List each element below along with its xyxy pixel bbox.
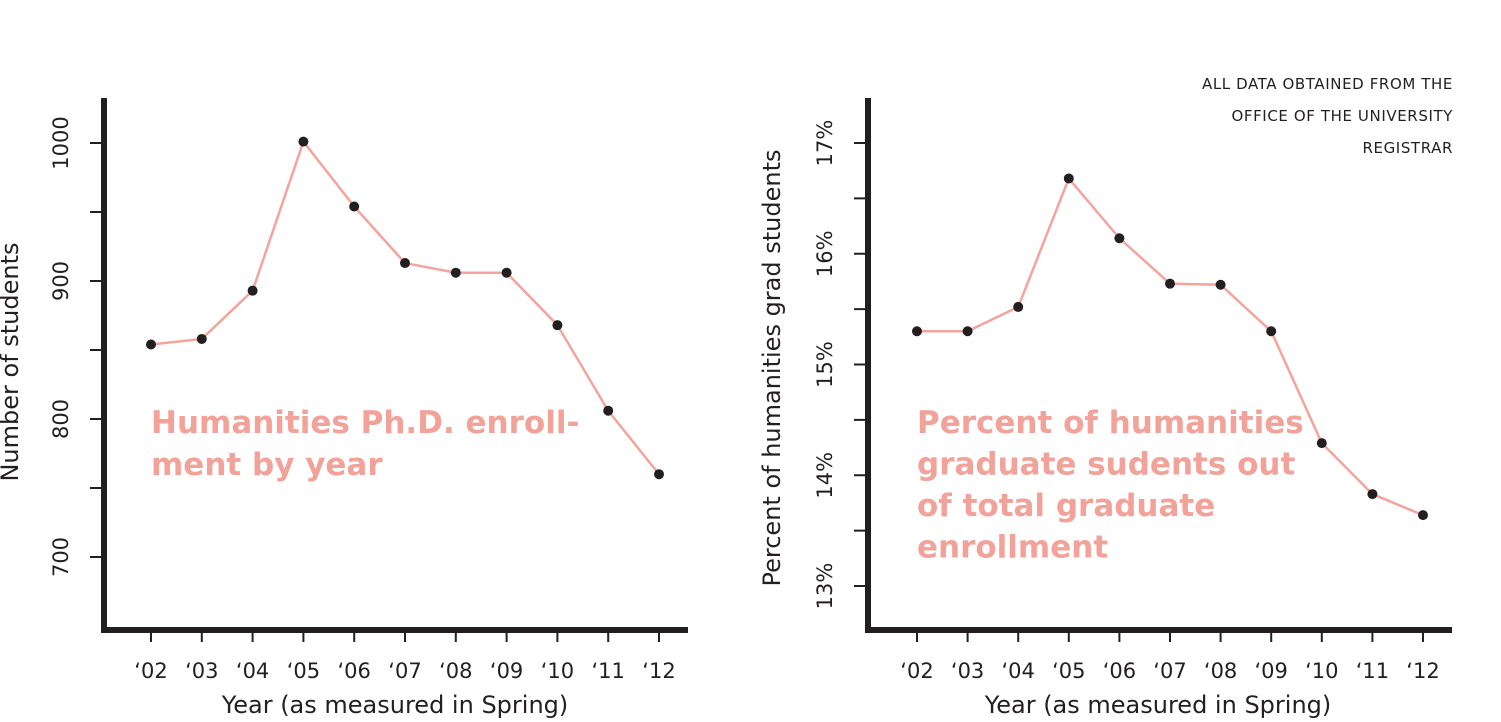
x-tick-label: ‘03 [951,659,984,683]
x-tick-label: ‘08 [439,659,472,683]
y-tick-label: 17% [813,120,837,167]
x-axis-label: Year (as measured in Spring) [984,691,1332,719]
chart-title-line: graduate sudents out [917,447,1295,483]
y-axis-label: Number of students [0,242,24,481]
x-tick-label: ‘02 [900,659,933,683]
source-note-line: REGISTRAR [1362,139,1453,157]
x-tick-label: ‘11 [591,659,624,683]
y-tick-label: 800 [49,399,73,439]
y-tick-label: 16% [813,230,837,277]
data-point [450,267,461,278]
x-tick-label: ‘02 [134,659,167,683]
chart-title-line: ment by year [151,447,383,483]
x-tick-label: ‘10 [541,659,574,683]
data-point [912,326,922,337]
chart-title-line: Humanities Ph.D. enroll- [151,405,579,441]
x-tick-label: ‘03 [185,659,218,683]
data-point [1063,173,1074,184]
x-axis-label: Year (as measured in Spring) [221,691,569,719]
y-tick-label: 15% [813,341,837,388]
x-tick-label: ‘08 [1204,659,1237,683]
chart-title-line: of total graduate [917,488,1215,524]
x-tick-label: ‘05 [287,659,320,683]
y-axis-label: Percent of humanities grad students [758,150,786,587]
x-tick-label: ‘06 [1103,659,1136,683]
x-tick-label: ‘06 [337,659,370,683]
source-note-line: ALL DATA OBTAINED FROM THE [1201,75,1453,93]
data-point [298,136,309,147]
data-point [146,339,156,350]
data-point [400,258,410,269]
data-point [962,326,973,337]
y-tick-label: 13% [813,563,837,610]
data-point [654,469,664,480]
x-tick-label: ‘05 [1052,659,1085,683]
data-point [1114,233,1125,244]
x-tick-label: ‘07 [388,659,421,683]
chart-2: 13% 14% 15% 16% 17% ‘02 ‘03 ‘04 ‘05 ‘06 ‘07 ‘08 ‘09 ‘… [758,98,1452,719]
data-point [1316,438,1327,449]
x-tick-label: ‘12 [642,659,675,683]
chart-1: 700 800 900 1000 ‘02 ‘03 ‘04 ‘05 ‘06 ‘07 ‘08 ‘09 ‘10… [0,98,688,719]
source-note: ALL DATA OBTAINED FROM THE OFFICE OF THE… [1093,68,1453,164]
data-point [1418,510,1428,521]
source-note-line: OFFICE OF THE UNIVERSITY [1231,107,1453,125]
data-point [1013,301,1024,312]
data-point [1367,489,1378,500]
data-point [349,201,360,212]
x-tick-label: ‘11 [1356,659,1389,683]
data-point [1165,278,1175,289]
data-point [1215,279,1226,290]
y-tick-label: 14% [813,452,837,499]
chart-title-line: Percent of humanities [917,405,1304,441]
data-point [552,320,563,331]
y-tick-label: 1000 [49,116,73,169]
x-tick-label: ‘07 [1153,659,1186,683]
x-tick-label: ‘04 [1001,659,1034,683]
y-tick-label: 900 [49,261,73,301]
data-point [247,285,258,296]
x-tick-label: ‘09 [1254,659,1287,683]
data-point [603,405,614,416]
x-tick-label: ‘10 [1305,659,1338,683]
data-point [501,267,512,278]
x-tick-label: ‘12 [1406,659,1439,683]
x-tick-label: ‘04 [236,659,269,683]
x-tick-label: ‘09 [490,659,523,683]
data-point [1266,326,1277,337]
y-tick-label: 700 [49,537,73,577]
data-point [196,333,207,344]
chart-title-line: enrollment [917,530,1108,566]
